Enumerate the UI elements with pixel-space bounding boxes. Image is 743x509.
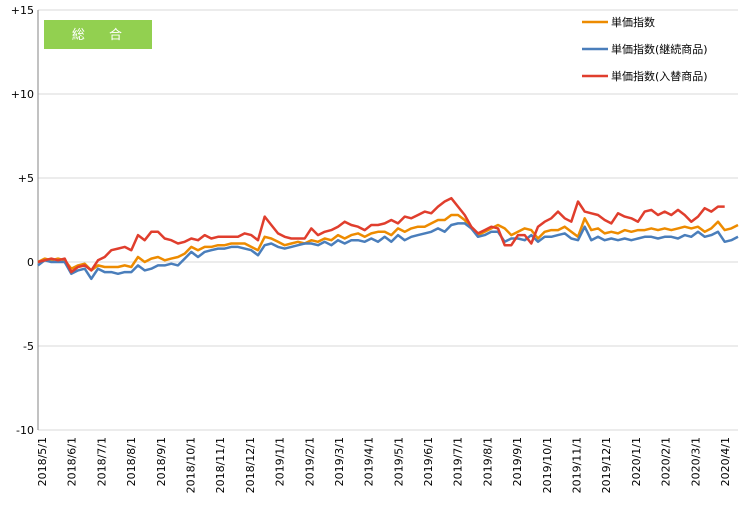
series-line-1 — [37, 222, 739, 281]
x-tick-label: 2019/4/1 — [363, 437, 376, 486]
y-tick-label: +10 — [11, 88, 34, 101]
x-tick-label: 2019/9/1 — [511, 437, 524, 486]
x-tick-label: 2018/7/1 — [95, 437, 108, 486]
x-tick-label: 2018/12/1 — [244, 437, 257, 493]
y-tick-label: -5 — [23, 340, 34, 353]
x-tick-label: 2019/1/1 — [274, 437, 287, 486]
x-tick-label: 2018/11/1 — [214, 437, 227, 493]
x-tick-label: 2019/3/1 — [333, 437, 346, 486]
x-tick-label: 2020/3/1 — [689, 437, 702, 486]
x-tick-label: 2019/6/1 — [422, 437, 435, 486]
series-line-0 — [37, 213, 739, 272]
x-tick-label: 2018/6/1 — [66, 437, 79, 486]
category-badge: 総 合 — [44, 20, 152, 49]
legend-label: 単価指数 — [611, 15, 655, 29]
x-tick-label: 2019/8/1 — [481, 437, 494, 486]
category-badge-box — [44, 20, 152, 49]
gridlines — [38, 9, 738, 431]
x-tick-labels: 2018/5/1 2018/6/1 2018/7/1 2018/8/1 2018/9/1… — [36, 437, 732, 493]
y-tick-label: -10 — [16, 424, 34, 437]
x-tick-label: 2018/9/1 — [155, 437, 168, 486]
x-tick-label: 2019/11/1 — [571, 437, 584, 493]
legend-label: 単価指数(継続商品) — [611, 42, 708, 56]
legend-label: 単価指数(入替商品) — [611, 69, 708, 83]
y-tick-label: 0 — [27, 256, 34, 269]
y-tick-label: +15 — [11, 4, 34, 17]
series-lines — [37, 196, 739, 281]
x-tick-label: 2019/5/1 — [392, 437, 405, 486]
x-tick-label: 2020/4/1 — [719, 437, 732, 486]
x-tick-label: 2018/10/1 — [184, 437, 197, 493]
x-tick-label: 2019/10/1 — [541, 437, 554, 493]
y-tick-label: +5 — [18, 172, 34, 185]
x-tick-label: 2019/7/1 — [452, 437, 465, 486]
x-tick-label: 2018/5/1 — [36, 437, 49, 486]
x-tick-label: 2020/2/1 — [660, 437, 673, 486]
series-line-2 — [37, 196, 725, 274]
category-badge-label: 総 合 — [72, 28, 132, 43]
x-tick-label: 2019/2/1 — [303, 437, 316, 486]
y-tick-labels: +15 +10 +5 0 -5 -10 — [11, 4, 34, 437]
x-tick-label: 2019/12/1 — [600, 437, 613, 493]
x-tick-label: 2020/1/1 — [630, 437, 643, 486]
x-tick-label: 2018/8/1 — [125, 437, 138, 486]
